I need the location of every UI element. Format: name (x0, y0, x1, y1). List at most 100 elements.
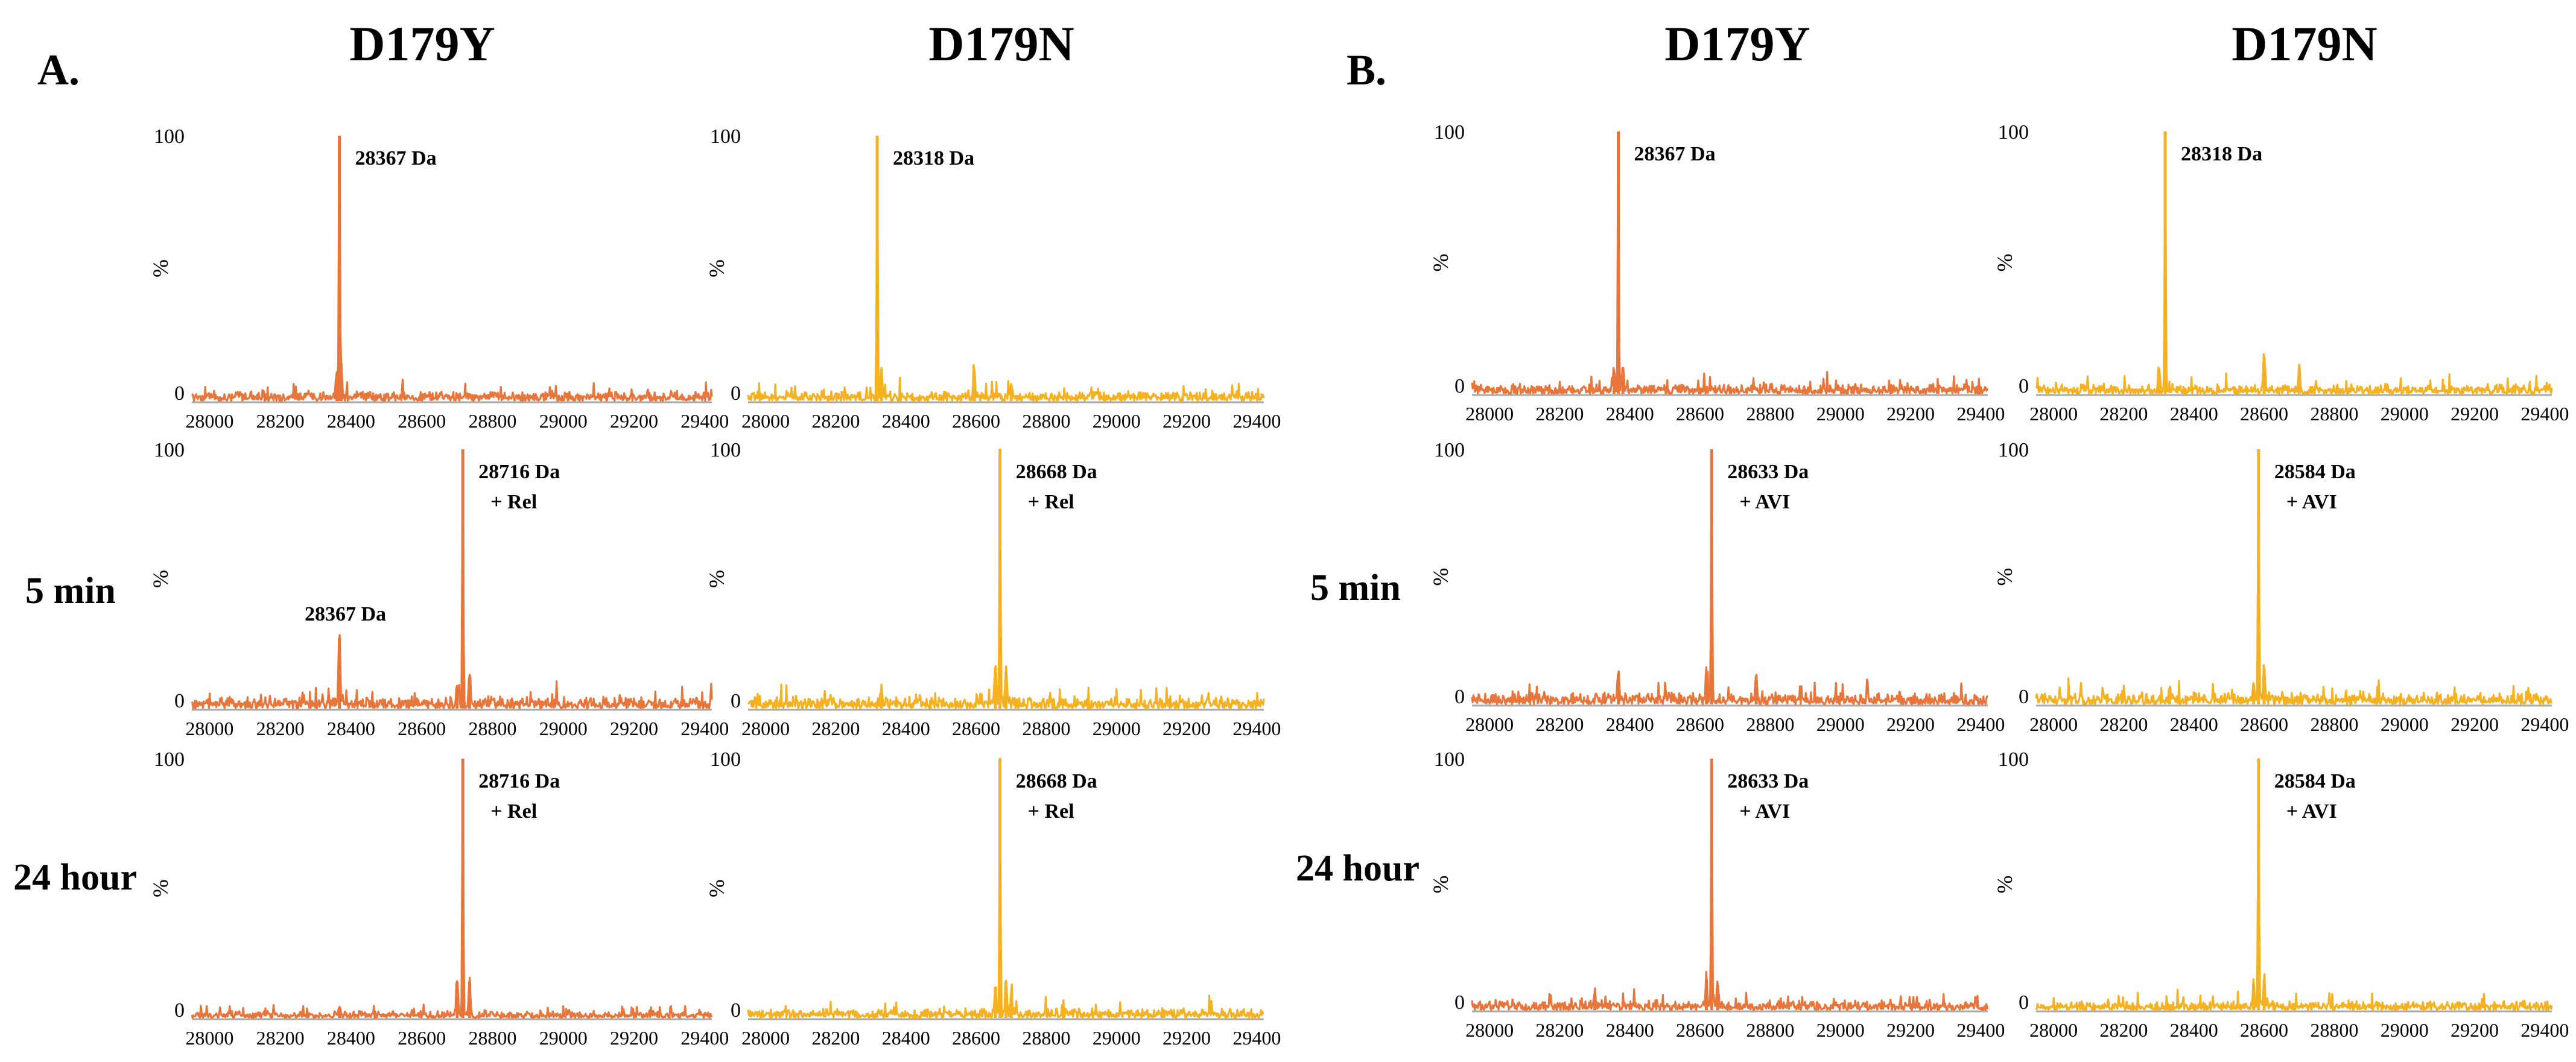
y-tick-100: 100 (1998, 439, 2029, 461)
spectrum-line (191, 458, 713, 710)
spectrum-line (191, 770, 713, 1019)
x-tick-28000: 28000 (185, 718, 233, 739)
spectrum-B-D179Y-2: 100 0% 28000 28200 28400 28600 28800 29000 29200… (1429, 748, 2005, 1041)
x-tick-28400: 28400 (2170, 713, 2218, 735)
y-tick-100: 100 (710, 439, 741, 461)
x-tick-28200: 28200 (1535, 1019, 1584, 1041)
spectrum-B-D179N-1: 100 0% 28000 28200 28400 28600 28800 29000 29200… (1993, 439, 2569, 735)
x-tick-29400: 29400 (680, 410, 729, 432)
spectrum-line (191, 163, 713, 402)
y-tick-100: 100 (154, 439, 185, 461)
peak-annotation: + Rel (490, 800, 537, 823)
x-tick-29400: 29400 (680, 1027, 729, 1049)
x-tick-28600: 28600 (2240, 1019, 2288, 1041)
spectrum-A-D179N-2: 100 0% 28000 28200 28400 28600 28800 29000 29200… (705, 748, 1281, 1049)
y-axis-label: % (1993, 568, 2017, 586)
x-tick-29000: 29000 (1093, 718, 1141, 739)
y-tick-100: 100 (710, 125, 741, 148)
x-tick-28600: 28600 (2240, 713, 2288, 735)
spectrum-A-D179N-0: 100 0% 28000 28200 28400 28600 28800 29000 29200… (705, 125, 1281, 432)
x-tick-28400: 28400 (327, 410, 375, 432)
x-tick-28400: 28400 (2170, 403, 2218, 425)
y-tick-100: 100 (1998, 748, 2029, 771)
y-tick-0: 0 (731, 690, 741, 712)
x-tick-28800: 28800 (468, 718, 516, 739)
x-tick-28000: 28000 (741, 718, 790, 739)
x-tick-29400: 29400 (1956, 713, 2005, 735)
x-tick-28800: 28800 (1022, 718, 1070, 739)
peak-annotation: 28367 Da (305, 603, 386, 625)
x-tick-28400: 28400 (2170, 1019, 2218, 1041)
x-tick-29400: 29400 (2520, 403, 2569, 425)
peak-annotation: 28318 Da (2181, 143, 2262, 165)
y-axis-label: % (1993, 876, 2017, 894)
x-tick-28200: 28200 (2099, 713, 2148, 735)
x-tick-28800: 28800 (468, 1027, 516, 1049)
x-tick-29200: 29200 (1163, 410, 1211, 432)
peak-annotation: 28633 Da (1727, 461, 1809, 483)
x-tick-28800: 28800 (2310, 403, 2358, 425)
peak-annotation: + Rel (490, 491, 537, 513)
x-tick-28200: 28200 (2099, 403, 2148, 425)
x-tick-29400: 29400 (1956, 1019, 2005, 1041)
x-tick-28000: 28000 (185, 410, 233, 432)
y-tick-0: 0 (1455, 375, 1465, 397)
x-tick-29400: 29400 (1232, 1027, 1281, 1049)
spectrum-line (747, 448, 1265, 710)
spectra-grid: 100 0% 28000 28200 28400 28600 28800 29000 29200… (148, 121, 2569, 1049)
x-tick-28200: 28200 (811, 718, 860, 739)
y-axis-label: % (1429, 254, 1453, 272)
x-tick-29400: 29400 (680, 718, 729, 739)
spectrum-line (1471, 457, 1988, 706)
x-tick-29200: 29200 (610, 410, 658, 432)
x-tick-29000: 29000 (2381, 713, 2429, 735)
y-axis-label: % (148, 570, 173, 588)
x-tick-28800: 28800 (1022, 410, 1070, 432)
x-tick-28400: 28400 (1606, 403, 1654, 425)
x-tick-28400: 28400 (327, 718, 375, 739)
x-tick-29200: 29200 (1886, 403, 1935, 425)
column-header-b-d179y: D179Y (1664, 16, 1810, 71)
y-tick-100: 100 (1434, 439, 1465, 461)
spectrum-B-D179N-2: 100 0% 28000 28200 28400 28600 28800 29000 29200… (1993, 748, 2569, 1041)
x-tick-29400: 29400 (1232, 718, 1281, 739)
x-tick-28200: 28200 (256, 1027, 305, 1049)
spectrum-B-D179Y-0: 100 0% 28000 28200 28400 28600 28800 29000 29200… (1429, 121, 2005, 425)
x-tick-28200: 28200 (2099, 1019, 2148, 1041)
peak-annotation: + AVI (2286, 491, 2337, 513)
x-tick-28000: 28000 (1465, 1019, 1514, 1041)
y-tick-0: 0 (731, 999, 741, 1022)
figure-labels: A. B. D179Y D179N D179Y D179N 5 min 24 h… (13, 16, 2378, 898)
peak-annotation: 28716 Da (478, 461, 560, 483)
x-tick-29400: 29400 (1956, 403, 2005, 425)
spectrum-line (747, 145, 1265, 402)
x-tick-29000: 29000 (2381, 1019, 2429, 1041)
peak-annotation: 28716 Da (478, 770, 560, 792)
x-tick-29400: 29400 (2520, 713, 2569, 735)
y-axis-label: % (148, 259, 173, 277)
x-tick-28600: 28600 (1676, 1019, 1724, 1041)
x-tick-28800: 28800 (2310, 713, 2358, 735)
panel-letter-a: A. (37, 46, 80, 94)
spectrum-A-D179Y-0: 100 0% 28000 28200 28400 28600 28800 29000 29200… (148, 125, 729, 432)
x-tick-28000: 28000 (2029, 403, 2078, 425)
spectrum-A-D179Y-2: 100 0% 28000 28200 28400 28600 28800 29000 29200… (148, 748, 729, 1049)
x-tick-29000: 29000 (2381, 403, 2429, 425)
peak-annotation: 28367 Da (1634, 143, 1716, 165)
x-tick-28600: 28600 (398, 718, 446, 739)
x-tick-28200: 28200 (256, 718, 305, 739)
x-tick-28600: 28600 (2240, 403, 2288, 425)
y-tick-0: 0 (174, 382, 185, 405)
y-tick-0: 0 (2019, 991, 2029, 1014)
time-label-b-5min: 5 min (1310, 567, 1401, 608)
y-tick-100: 100 (154, 748, 185, 771)
x-tick-28800: 28800 (1746, 713, 1794, 735)
x-tick-28000: 28000 (185, 1027, 233, 1049)
y-axis-label: % (1429, 568, 1453, 586)
x-tick-28600: 28600 (1676, 403, 1724, 425)
x-tick-29400: 29400 (2520, 1019, 2569, 1041)
x-tick-28400: 28400 (327, 1027, 375, 1049)
x-tick-29000: 29000 (539, 1027, 588, 1049)
spectrum-line (1471, 765, 1989, 1011)
y-axis-label: % (1993, 254, 2017, 272)
